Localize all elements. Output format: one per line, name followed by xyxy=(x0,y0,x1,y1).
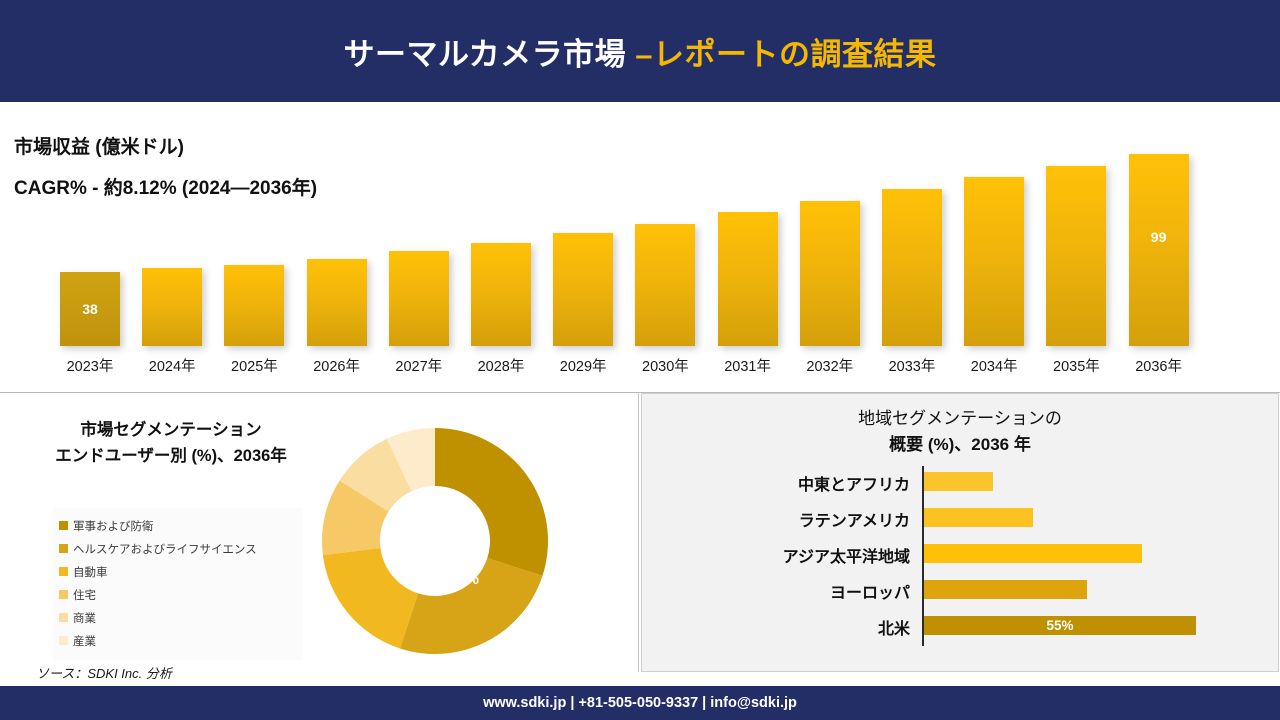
bar-category-label: 2030年 xyxy=(642,359,689,375)
bar-2033年 xyxy=(882,188,942,346)
bar-category-label: 2035年 xyxy=(1053,359,1100,375)
bar-category-label: 2024年 xyxy=(148,359,196,375)
region-bar-value-label: 55% xyxy=(1046,618,1074,633)
region-title-line1: 地域セグメンテーションの xyxy=(858,409,1062,428)
source-note: ソース：SDKI Inc. 分析 xyxy=(36,666,172,681)
bar-category-label: 2027年 xyxy=(395,359,443,375)
donut-slice-自動車 xyxy=(322,547,419,649)
region-row: ヨーロッパ xyxy=(642,574,1280,610)
bar-category-label: 2028年 xyxy=(477,359,525,375)
bar-category-label: 2033年 xyxy=(888,359,936,375)
bar-2036年: 99 xyxy=(1128,153,1189,346)
section-divider xyxy=(0,392,1280,393)
bar-category-label: 2023年 xyxy=(66,359,114,375)
bar-value-label: 38 xyxy=(82,301,98,318)
donut-callout-label: 30% xyxy=(447,571,480,588)
region-bar-ヨーロッパ xyxy=(924,580,1088,599)
donut-legend: 軍事および防衛ヘルスケアおよびライフサイエンス 自動車住宅商業産業 xyxy=(53,508,303,660)
donut-slice-軍事および防衛 xyxy=(435,428,548,576)
region-label: アジア太平洋地域 xyxy=(782,549,910,566)
bar-category-label: 2034年 xyxy=(970,359,1018,375)
region-bar-中東とアフリカ xyxy=(924,472,994,491)
legend-swatch-icon xyxy=(59,521,68,530)
revenue-label: 市場収益 (億米ドル) xyxy=(14,137,184,158)
bar-value-label: 99 xyxy=(1150,228,1167,245)
region-row: アジア太平洋地域 xyxy=(642,538,1280,574)
legend-label: 商業 xyxy=(73,612,96,625)
footer-contact: www.sdki.jp | +81-505-050-9337 | info@sd… xyxy=(483,695,797,711)
legend-item: ヘルスケアおよびライフサイエンス xyxy=(59,537,297,560)
bar-2035年 xyxy=(1046,165,1107,346)
bar-2026年 xyxy=(306,258,367,346)
legend-label: 自動車 xyxy=(73,566,108,579)
region-axis-line xyxy=(922,466,924,646)
bar-category-label: 2029年 xyxy=(559,359,607,375)
legend-item: 軍事および防衛 xyxy=(59,514,297,537)
page-footer: www.sdki.jp | +81-505-050-9337 | info@sd… xyxy=(0,686,1280,720)
bar-2023年: 38 xyxy=(60,272,120,346)
bar-2030年 xyxy=(635,223,696,346)
region-row: 中東とアフリカ xyxy=(642,466,1280,502)
region-label: ヨーロッパ xyxy=(829,585,910,602)
bar-category-label: 2032年 xyxy=(806,359,854,375)
page-title: サーマルカメラ市場 –レポートの調査結果 xyxy=(344,29,937,74)
bar-category-label: 2025年 xyxy=(231,359,278,375)
region-label: 中東とアフリカ xyxy=(797,477,910,494)
bar-category-label: 2031年 xyxy=(724,359,771,375)
bar-2024年 xyxy=(142,268,203,346)
bar-category-label: 2026年 xyxy=(313,359,360,375)
bar-2027年 xyxy=(388,250,449,346)
donut-slice-産業 xyxy=(386,428,435,492)
cagr-label: CAGR% - 約8.12% (2024―2036年) xyxy=(14,178,318,199)
donut-slice-住宅 xyxy=(322,480,389,556)
donut-title: 市場セグメンテーション エンドユーザー別 (%)、2036年 xyxy=(21,418,321,469)
bar-category-label: 2036年 xyxy=(1135,359,1182,375)
region-bar-ラテンアメリカ xyxy=(924,508,1033,527)
legend-swatch-icon xyxy=(59,567,68,576)
region-title-line2: 概要 (%)、2036 年 xyxy=(889,434,1031,454)
page-header: サーマルカメラ市場 –レポートの調査結果 xyxy=(0,0,1280,104)
legend-item: 商業 xyxy=(59,606,297,629)
bar-2034年 xyxy=(964,177,1025,346)
legend-swatch-icon xyxy=(59,636,68,645)
legend-swatch-icon xyxy=(59,544,68,553)
donut-slice-ヘルスケアおよびライフサイエンス xyxy=(400,557,543,654)
donut-title-line2: エンドユーザー別 (%)、2036年 xyxy=(55,446,287,465)
region-row: ラテンアメリカ xyxy=(642,502,1280,538)
region-bar-北米: 55% xyxy=(924,616,1196,635)
region-panel: 地域セグメンテーションの 概要 (%)、2036 年 中東とアフリカ ラテンアメリ… xyxy=(641,393,1279,672)
bar-2029年 xyxy=(553,233,614,346)
donut-title-line1: 市場セグメンテーション xyxy=(80,421,262,439)
legend-label: ヘルスケアおよびライフサイエンス xyxy=(73,543,257,556)
bar-2031年 xyxy=(717,212,778,346)
donut-slice-商業 xyxy=(339,438,412,512)
region-label: 北米 xyxy=(877,621,910,638)
donut-svg xyxy=(322,428,548,654)
legend-label: 軍事および防衛 xyxy=(73,520,154,533)
bar-2025年 xyxy=(224,264,285,346)
legend-item: 自動車 xyxy=(59,560,297,583)
legend-item: 住宅 xyxy=(59,583,297,606)
legend-item: 産業 xyxy=(59,629,297,652)
donut-chart: 30% xyxy=(319,425,551,657)
legend-label: 住宅 xyxy=(73,589,96,602)
page-title-main: サーマルカメラ市場 xyxy=(343,36,636,72)
region-row: 北米 55% xyxy=(642,610,1280,646)
page-title-accent: –レポートの調査結果 xyxy=(635,36,937,72)
region-label: ラテンアメリカ xyxy=(798,513,910,530)
segmentation-panel: 市場セグメンテーション エンドユーザー別 (%)、2036年 軍事および防衛ヘル… xyxy=(1,393,639,672)
region-title: 地域セグメンテーションの 概要 (%)、2036 年 xyxy=(642,406,1278,457)
region-bar-アジア太平洋地域 xyxy=(924,544,1142,563)
chart-subtitle-block: 市場収益 (億米ドル) CAGR% - 約8.12% (2024―2036年) xyxy=(14,132,534,200)
revenue-bar-chart: 38 2023年 2024年 2025年 2026年 2027年 2028年 2029年 203… xyxy=(0,118,1280,380)
legend-label: 産業 xyxy=(73,635,96,648)
bar-2028年 xyxy=(471,243,531,346)
legend-swatch-icon xyxy=(59,613,68,622)
legend-swatch-icon xyxy=(59,590,68,599)
bar-2032年 xyxy=(799,200,860,346)
